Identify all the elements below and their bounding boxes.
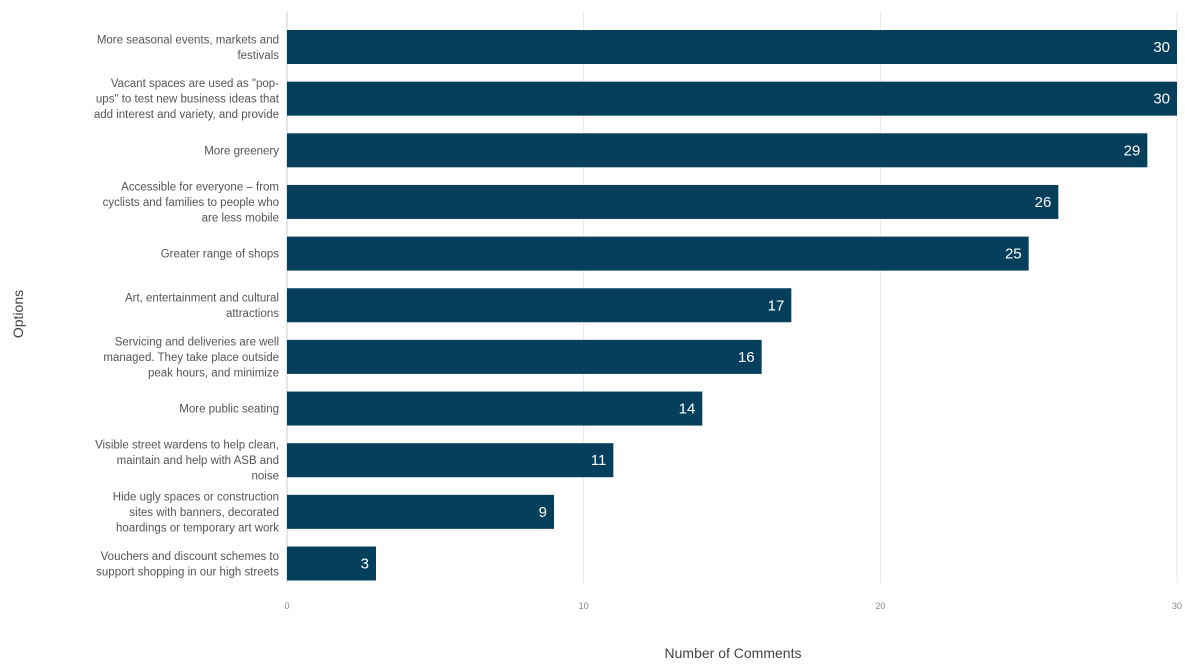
category-label: Art, entertainment and cultural attractio… [125, 293, 279, 321]
bar [287, 494, 554, 529]
category-labels: More seasonal events, markets and festiva… [94, 34, 280, 578]
x-axis-title: Number of Comments [665, 645, 802, 661]
category-label: Vacant spaces are used as "pop-ups" to t… [94, 78, 280, 121]
category-label: More public seating [179, 404, 279, 416]
bar [287, 339, 762, 374]
bar [287, 81, 1177, 116]
bar [287, 546, 376, 581]
bar [287, 288, 792, 323]
bar-value-label: 14 [679, 401, 696, 418]
x-tick-labels: 0 10 20 30 [284, 601, 1182, 611]
x-tick-label: 0 [284, 601, 289, 611]
bar-value-label: 17 [768, 297, 785, 314]
bar-value-label: 29 [1124, 142, 1141, 159]
x-tick-label: 20 [875, 601, 885, 611]
bar-value-label: 11 [591, 452, 607, 469]
bar [287, 391, 703, 426]
bar-value-label: 26 [1035, 194, 1052, 211]
category-label: Visible street wardens to help clean, mai… [95, 440, 279, 483]
bar [287, 236, 1029, 271]
bars: 30 30 29 26 25 17 16 14 11 9 3 [287, 30, 1177, 581]
bar [287, 184, 1059, 219]
x-tick-label: 10 [579, 601, 589, 611]
y-axis-title: Options [10, 290, 26, 338]
bar-value-label: 16 [738, 349, 755, 366]
category-label: Accessible for everyone – from cyclists a… [103, 181, 279, 224]
x-tick-label: 30 [1172, 601, 1182, 611]
bar-value-label: 3 [361, 556, 369, 573]
bar-value-label: 9 [539, 504, 547, 521]
bar [287, 30, 1177, 64]
category-label: Servicing and deliveries are well managed… [103, 336, 279, 379]
category-label: Hide ugly spaces or construction sites wi… [113, 491, 279, 534]
category-label: Greater range of shops [161, 249, 280, 261]
bar [287, 133, 1148, 168]
bar-value-label: 30 [1153, 39, 1170, 56]
bar-value-label: 30 [1153, 91, 1170, 108]
category-label: More greenery [204, 145, 279, 157]
bar [287, 443, 614, 478]
bar-value-label: 25 [1005, 246, 1022, 263]
category-label: More seasonal events, markets and festiva… [97, 34, 279, 62]
category-label: Vouchers and discount schemes to support … [96, 551, 279, 579]
